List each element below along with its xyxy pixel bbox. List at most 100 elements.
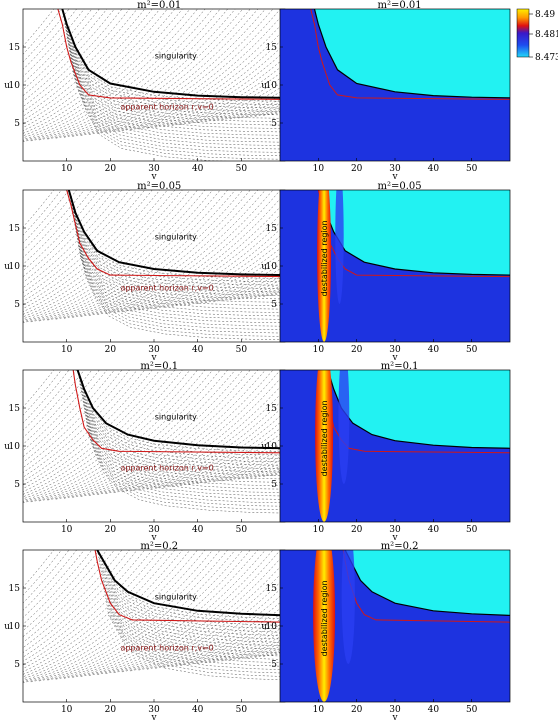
near-singularity-curve (73, 217, 285, 303)
destabilized-blob (315, 370, 334, 522)
singularity-line (61, 9, 285, 99)
y-axis-label: u (4, 622, 10, 632)
x-tick-label: 50 (466, 525, 478, 535)
panel-right-1: destabilized region m²=0.05 10 20 30 40 50 5 10 1… (261, 181, 511, 363)
panel-left-1: singularity apparent horizon r,v=0 m²=0.05… (4, 181, 286, 363)
plot-background (23, 190, 285, 342)
plot-area (280, 550, 510, 702)
x-tick-label: 10 (61, 705, 73, 715)
near-singularity-curve (69, 49, 285, 140)
near-singularity-curve (82, 400, 285, 480)
near-singularity-curve (83, 404, 285, 483)
y-tick-label: 5 (14, 119, 20, 129)
characteristic-curve (30, 9, 221, 142)
y-tick-label: 10 (9, 81, 21, 91)
near-singularity-curve (64, 22, 285, 112)
near-singularity-curve (108, 614, 285, 681)
characteristic-curve (23, 190, 138, 298)
characteristic-curve (55, 550, 244, 680)
characteristic-curve (113, 381, 285, 494)
y-tick-label: 5 (271, 660, 277, 670)
apparent-horizon-label: apparent horizon r,v=0 (120, 283, 213, 292)
characteristic-curve (23, 370, 161, 489)
near-singularity-curve (66, 36, 285, 126)
x-tick-label: 50 (466, 705, 478, 715)
secondary-wave (341, 550, 355, 664)
destabilized-blob (313, 550, 336, 702)
characteristic-curve (30, 370, 221, 503)
y-tick-label: 15 (9, 224, 21, 234)
near-singularity-curve (107, 611, 285, 677)
characteristic-curve (23, 190, 85, 258)
panel-left-0: singularity apparent horizon r,v=0 m²=0.01… (4, 0, 286, 182)
characteristic-curve (47, 190, 236, 321)
near-singularity-curve (105, 601, 285, 667)
characteristic-curve (23, 9, 198, 140)
x-tick-label: 40 (192, 164, 204, 174)
destabilized-label: destabilized region (320, 580, 329, 656)
characteristic-curve (23, 190, 123, 288)
singularity-line (76, 370, 285, 450)
x-tick-label: 20 (105, 525, 117, 535)
y-tick-label: 5 (14, 480, 20, 490)
characteristic-curve (63, 370, 251, 499)
characteristic-curve (47, 9, 236, 140)
singularity-label: singularity (155, 232, 197, 241)
characteristic-curve (80, 9, 266, 136)
y-axis-label: u (4, 81, 10, 91)
characteristic-curve (23, 550, 168, 672)
x-tick-label: 40 (428, 525, 440, 535)
singularity-label: singularity (155, 592, 197, 601)
apparent-horizon-line (57, 9, 285, 100)
plot-area (23, 370, 285, 522)
near-singularity-curve (106, 604, 285, 671)
x-tick-label: 10 (61, 164, 73, 174)
near-singularity-curve (68, 46, 285, 136)
x-tick-label: 50 (466, 345, 478, 355)
panel-right-3: destabilized region m²=0.2 10 20 30 40 50 5 10 15… (261, 541, 511, 720)
near-singularity-curve (86, 424, 285, 504)
characteristic-curve (23, 190, 93, 265)
characteristic-curve (23, 370, 176, 495)
characteristic-curve (23, 370, 191, 500)
near-singularity-curve (98, 556, 285, 623)
x-tick-label: 30 (389, 345, 401, 355)
near-singularity-curve (70, 60, 285, 150)
near-singularity-curve (67, 39, 285, 129)
characteristic-curve (63, 550, 251, 679)
near-singularity-curve (85, 417, 285, 497)
characteristic-curve (72, 190, 259, 318)
characteristic-curve (23, 190, 198, 321)
characteristic-curve (23, 9, 93, 84)
characteristic-curve (105, 11, 285, 133)
singularity-label: singularity (155, 412, 197, 421)
characteristic-curve (88, 550, 274, 676)
x-tick-label: 10 (61, 525, 73, 535)
near-singularity-curve (72, 210, 285, 296)
panel-left-2: singularity apparent horizon r,v=0 m²=0.1 1… (4, 361, 286, 543)
outside-region (314, 9, 510, 98)
x-tick-label: 20 (105, 345, 117, 355)
colorbar-tick-label: 8.49 (535, 10, 555, 20)
characteristic-curve (97, 9, 281, 134)
characteristic-curve (23, 190, 130, 293)
near-singularity-curve (70, 203, 285, 290)
near-singularity-curve (63, 15, 285, 106)
colorbar-scale (516, 8, 530, 58)
apparent-horizon-line (66, 190, 285, 278)
characteristic-curve (55, 190, 244, 320)
y-tick-label: 5 (14, 660, 20, 670)
near-singularity-curve (99, 563, 285, 630)
apparent-horizon-line (94, 550, 285, 623)
near-singularity-curve (79, 251, 285, 337)
x-tick-label: 40 (428, 164, 440, 174)
outside-region (320, 190, 510, 276)
plot-area (280, 190, 510, 342)
y-tick-label: 15 (9, 404, 21, 414)
characteristic-curve (97, 190, 281, 315)
near-singularity-curve (84, 414, 285, 493)
characteristic-curve (23, 9, 206, 142)
singularity-label: singularity (155, 51, 197, 60)
